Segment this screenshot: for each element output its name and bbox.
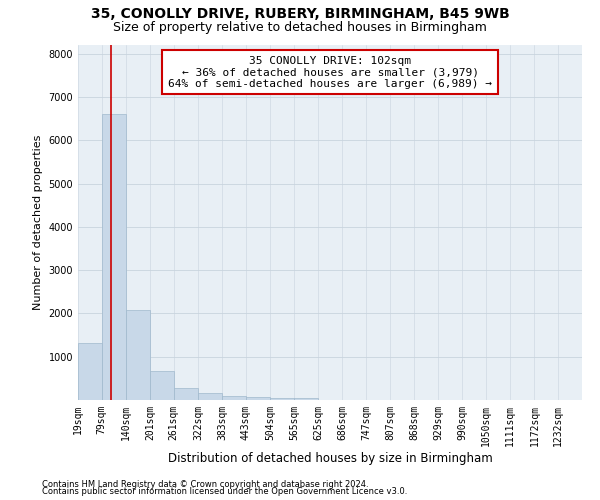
Bar [294,398,318,400]
Text: Size of property relative to detached houses in Birmingham: Size of property relative to detached ho… [113,21,487,34]
Bar [198,394,222,400]
Y-axis label: Number of detached properties: Number of detached properties [33,135,43,310]
Bar [78,344,102,400]
Text: 35, CONOLLY DRIVE, RUBERY, BIRMINGHAM, B45 9WB: 35, CONOLLY DRIVE, RUBERY, BIRMINGHAM, B… [91,8,509,22]
Bar [174,388,198,400]
Text: 35 CONOLLY DRIVE: 102sqm
← 36% of detached houses are smaller (3,979)
64% of sem: 35 CONOLLY DRIVE: 102sqm ← 36% of detach… [168,56,492,89]
Bar [270,398,294,400]
Bar [126,310,150,400]
Bar [246,398,270,400]
Text: Contains HM Land Registry data © Crown copyright and database right 2024.: Contains HM Land Registry data © Crown c… [42,480,368,489]
X-axis label: Distribution of detached houses by size in Birmingham: Distribution of detached houses by size … [167,452,493,464]
Bar [222,396,246,400]
Text: Contains public sector information licensed under the Open Government Licence v3: Contains public sector information licen… [42,487,407,496]
Bar [102,114,126,400]
Bar [150,370,174,400]
